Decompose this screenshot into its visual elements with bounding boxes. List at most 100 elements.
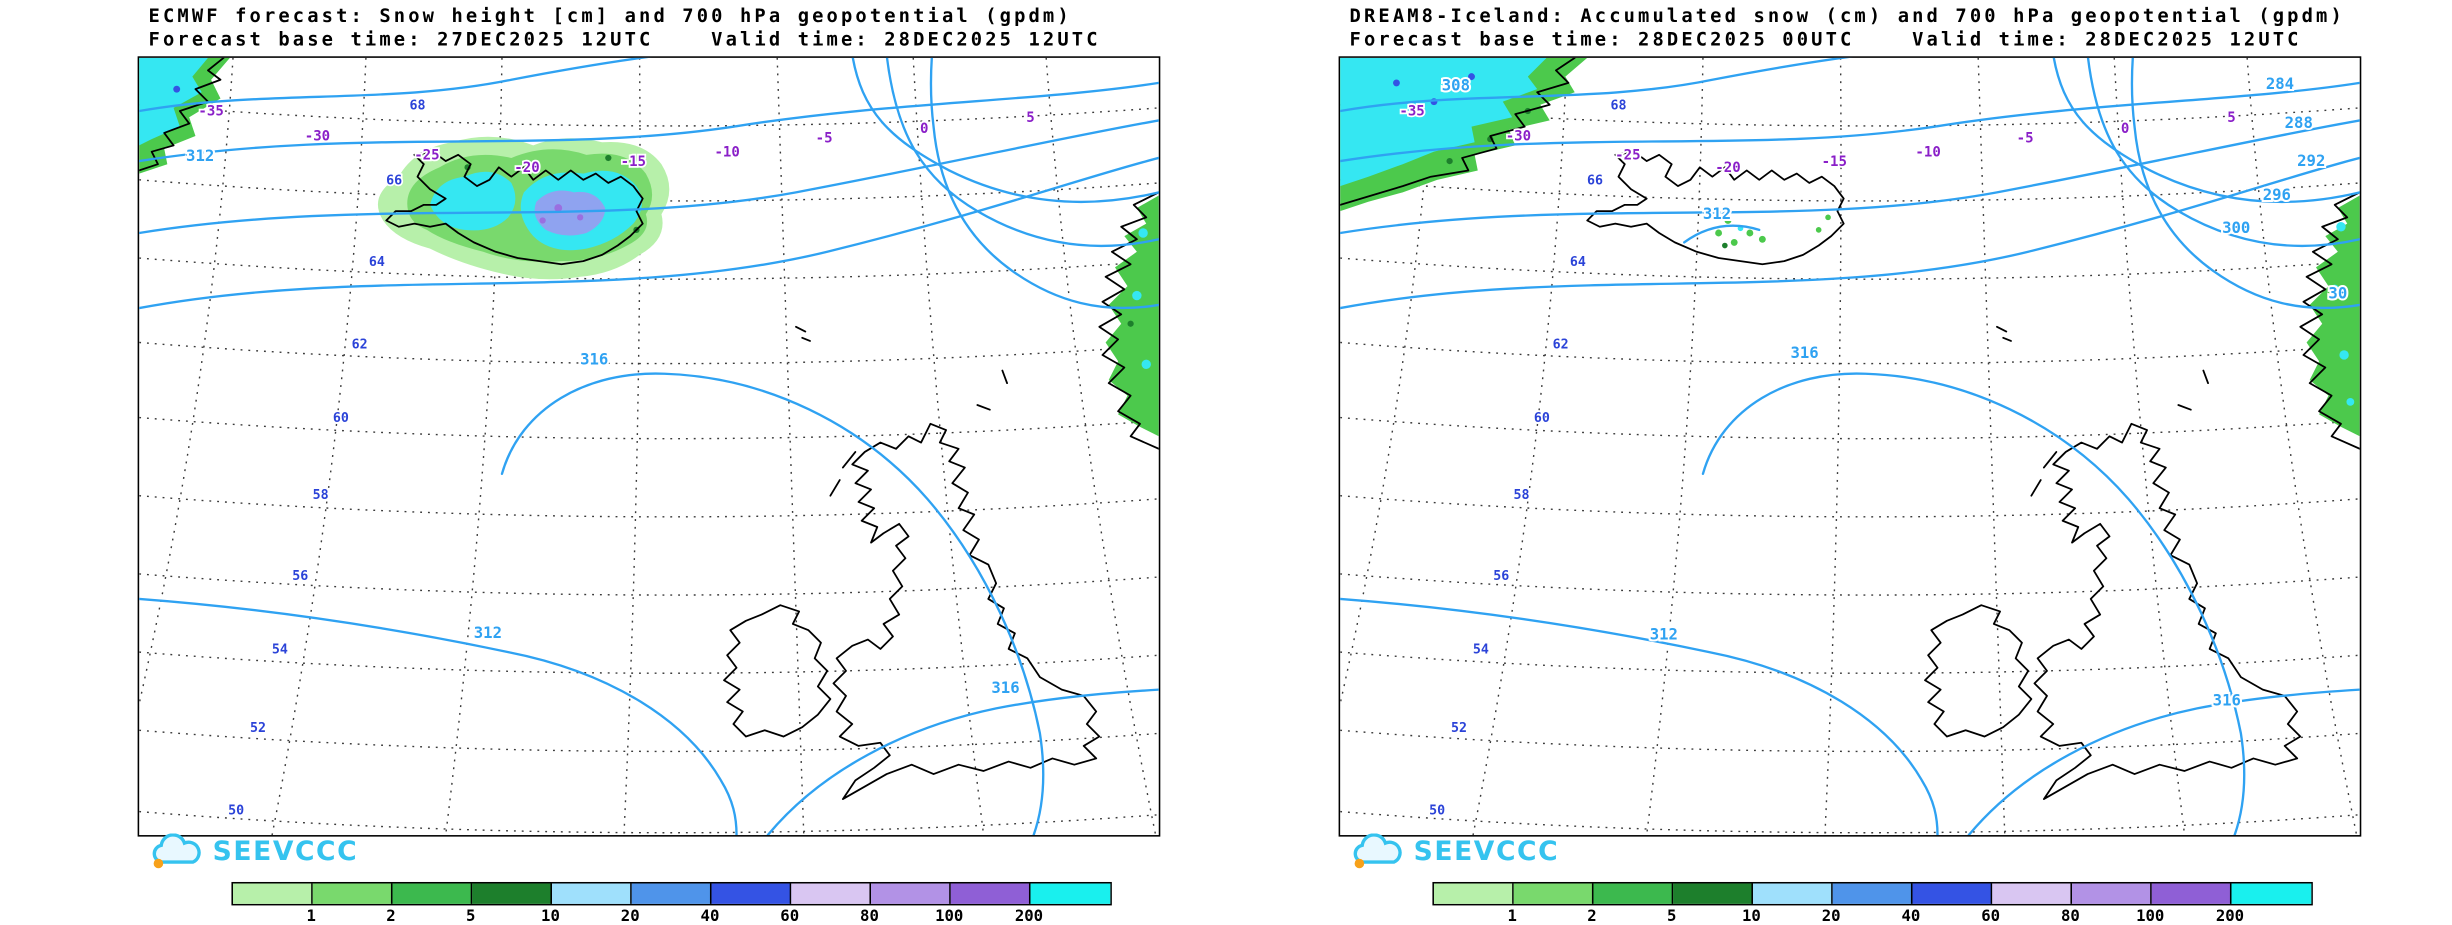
- geopotential-label: 316: [2213, 690, 2241, 709]
- latitude-label: 60: [333, 411, 349, 426]
- temperature-label: -10: [714, 144, 739, 160]
- geopotential-label: 316: [1790, 343, 1818, 362]
- snow-color-scale: [231, 881, 1112, 906]
- legend-color-cell: [1992, 883, 2073, 904]
- latitude-label: 56: [1493, 569, 1509, 584]
- latitude-label: 68: [1611, 98, 1627, 113]
- legend-value: 5: [1666, 908, 1677, 925]
- latitude-label: 66: [386, 174, 402, 189]
- logo-text: SEEVCCC: [1413, 836, 1560, 868]
- legend-value: 100: [2136, 908, 2165, 925]
- temperature-label: -25: [414, 148, 439, 164]
- ecmwf-panel: ECMWF forecast: Snow height [cm] and 700…: [137, 0, 1170, 925]
- legend-color-cell: [1912, 883, 1993, 904]
- geopotential-label: 296: [2263, 185, 2291, 204]
- legend-value: 2: [386, 908, 396, 925]
- panel-subtitle: Forecast base time: 28DEC2025 00UTC Vali…: [1349, 28, 2302, 51]
- geopotential-label: 316: [580, 349, 608, 368]
- seevccc-logo: SEEVCCC: [1350, 832, 1560, 873]
- latitude-label: 68: [410, 98, 426, 113]
- legend-color-cell: [392, 883, 473, 904]
- geopotential-label: 312: [1703, 204, 1731, 223]
- temperature-label: -30: [1506, 129, 1531, 145]
- temperature-label: 5: [2227, 110, 2235, 126]
- geopotential-label: 312: [474, 623, 502, 642]
- panel-title: DREAM8-Iceland: Accumulated snow (cm) an…: [1349, 4, 2345, 27]
- legend-value: 10: [541, 908, 560, 925]
- latitude-label: 52: [250, 721, 266, 736]
- legend-color-cell: [552, 883, 632, 904]
- geopotential-label: 300: [2222, 218, 2250, 237]
- temperature-label: -30: [305, 129, 330, 145]
- temperature-label: -15: [1822, 154, 1847, 170]
- geopotential-contours: [139, 57, 1159, 836]
- legend-value: 200: [1014, 908, 1044, 925]
- legend-color-cell: [791, 883, 872, 904]
- legend-color-cell: [711, 883, 792, 904]
- legend-color-cell: [1832, 883, 1913, 904]
- latitude-label: 64: [1570, 255, 1586, 270]
- legend-color-cell: [1673, 883, 1753, 904]
- dream8-panel: DREAM8-Iceland: Accumulated snow (cm) an…: [1338, 0, 2371, 925]
- latitude-label: 58: [313, 488, 329, 503]
- legend-color-cell: [871, 883, 951, 904]
- legend-color-cell: [1433, 883, 1514, 904]
- geopotential-contours: [1340, 57, 2360, 836]
- legend-color-cell: [1752, 883, 1833, 904]
- panel-title: ECMWF forecast: Snow height [cm] and 700…: [148, 4, 1072, 27]
- temperature-label: 0: [920, 121, 928, 137]
- latitude-label: 64: [369, 255, 385, 270]
- temperature-label: -35: [1399, 104, 1424, 120]
- latitude-label: 62: [352, 338, 368, 353]
- coastlines: [1340, 57, 2360, 800]
- legend-value: 20: [1821, 908, 1841, 925]
- geopotential-label: 312: [186, 146, 214, 165]
- snow-color-scale: [1432, 881, 2313, 906]
- geopotential-label: 292: [2297, 151, 2325, 170]
- seevccc-logo: SEEVCCC: [149, 832, 359, 873]
- latitude-label: 62: [1553, 338, 1569, 353]
- geopotential-label: 308: [1442, 76, 1470, 95]
- snow-shading: [139, 57, 1159, 437]
- legend-value: 2: [1587, 908, 1597, 925]
- legend-color-cell: [950, 883, 1031, 904]
- graticule: [139, 57, 1159, 836]
- map-svg-ecmwf: 312 316 312 316 -35 -30 -25 -20 -15 -10 …: [139, 57, 1159, 836]
- latitude-label: 58: [1514, 488, 1530, 503]
- cloud-icon: [152, 833, 201, 869]
- geopotential-label: 30: [2328, 284, 2347, 303]
- logo-text: SEEVCCC: [212, 836, 359, 868]
- graticule: [1340, 57, 2360, 836]
- latitude-label: 54: [1473, 643, 1489, 658]
- temperature-label: -10: [1915, 144, 1940, 160]
- temperature-label: 0: [2121, 121, 2129, 137]
- legend-value: 80: [2061, 908, 2080, 925]
- legend-value: 10: [1742, 908, 1761, 925]
- map-svg-dream8: 308 284 288 292 296 300 30 312 316 312 3…: [1340, 57, 2360, 836]
- temperature-label: -15: [621, 154, 646, 170]
- latitude-label: 60: [1534, 411, 1550, 426]
- legend-color-cell: [2231, 883, 2312, 904]
- map-labels: 308 284 288 292 296 300 30 312 316 312 3…: [1398, 72, 2350, 820]
- forecast-map-dream8: 308 284 288 292 296 300 30 312 316 312 3…: [1338, 56, 2362, 837]
- legend-value: 80: [860, 908, 879, 925]
- temperature-label: -5: [816, 130, 833, 146]
- legend-color-cell: [472, 883, 553, 904]
- legend-value: 40: [700, 908, 720, 925]
- legend-color-cell: [2072, 883, 2152, 904]
- map-labels: 312 316 312 316 -35 -30 -25 -20 -15 -10 …: [184, 97, 1036, 821]
- legend-value: 1: [306, 908, 316, 925]
- legend-value: 1: [1507, 908, 1517, 925]
- latitude-label: 50: [228, 804, 244, 819]
- legend-value: 5: [465, 908, 476, 925]
- legend-color-cell: [1030, 883, 1111, 904]
- cloud-icon: [1353, 833, 1402, 869]
- temperature-label: -20: [514, 160, 539, 176]
- legend-color-cell: [233, 883, 313, 904]
- legend-value: 200: [2215, 908, 2245, 925]
- panel-subtitle: Forecast base time: 27DEC2025 12UTC Vali…: [148, 28, 1101, 51]
- legend-color-cell: [631, 883, 712, 904]
- legend-value: 60: [780, 908, 800, 925]
